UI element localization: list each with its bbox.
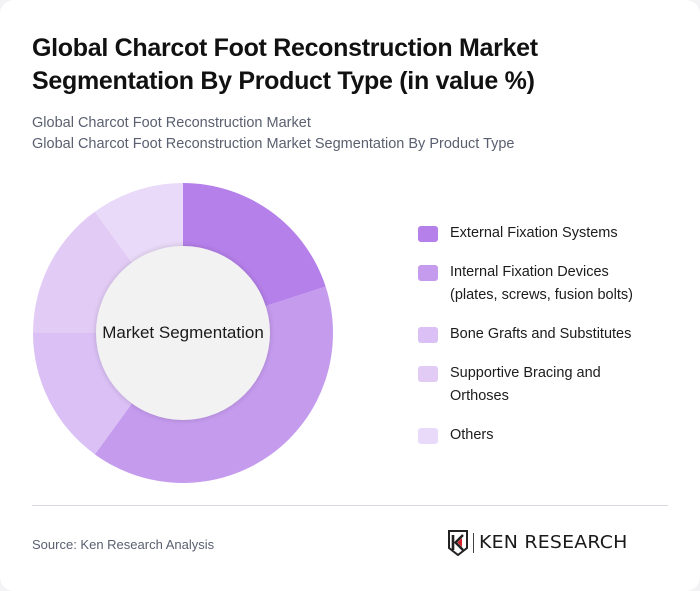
legend-swatch bbox=[418, 366, 438, 382]
legend-label: Others bbox=[450, 427, 494, 443]
subtitle-line-1: Global Charcot Foot Reconstruction Marke… bbox=[32, 115, 311, 131]
legend-label: Bone Grafts and Substitutes bbox=[450, 326, 632, 342]
donut-hole bbox=[96, 246, 270, 420]
footer-divider bbox=[32, 505, 668, 506]
ken-research-shield-icon bbox=[448, 530, 468, 556]
chart-legend: External Fixation Systems Internal Fixat… bbox=[418, 222, 688, 463]
ken-research-logo: KEN RESEARCH bbox=[447, 529, 627, 557]
source-note: Source: Ken Research Analysis bbox=[32, 537, 215, 552]
legend-item-others[interactable]: Others bbox=[418, 424, 688, 447]
legend-swatch bbox=[418, 428, 438, 444]
chart-title: Global Charcot Foot Reconstruction Marke… bbox=[32, 34, 538, 95]
logo-wordmark: KEN RESEARCH bbox=[479, 533, 628, 553]
logo-separator bbox=[473, 533, 474, 553]
legend-swatch bbox=[418, 226, 438, 242]
legend-swatch bbox=[418, 265, 438, 281]
chart-subtitle: Global Charcot Foot Reconstruction Marke… bbox=[32, 113, 672, 155]
donut-chart: Market Segmentation bbox=[30, 180, 336, 486]
legend-swatch bbox=[418, 327, 438, 343]
legend-label: Supportive Bracing and Orthoses bbox=[450, 365, 601, 404]
legend-item-bone-grafts[interactable]: Bone Grafts and Substitutes bbox=[418, 323, 688, 346]
legend-item-supportive-bracing[interactable]: Supportive Bracing and Orthoses bbox=[418, 362, 688, 408]
legend-label: External Fixation Systems bbox=[450, 225, 618, 241]
legend-item-external-fixation[interactable]: External Fixation Systems bbox=[418, 222, 688, 245]
legend-label: Internal Fixation Devices (plates, screw… bbox=[450, 264, 633, 303]
subtitle-line-2: Global Charcot Foot Reconstruction Marke… bbox=[32, 136, 515, 152]
legend-item-internal-fixation[interactable]: Internal Fixation Devices (plates, screw… bbox=[418, 261, 688, 307]
donut-chart-svg bbox=[32, 183, 333, 483]
